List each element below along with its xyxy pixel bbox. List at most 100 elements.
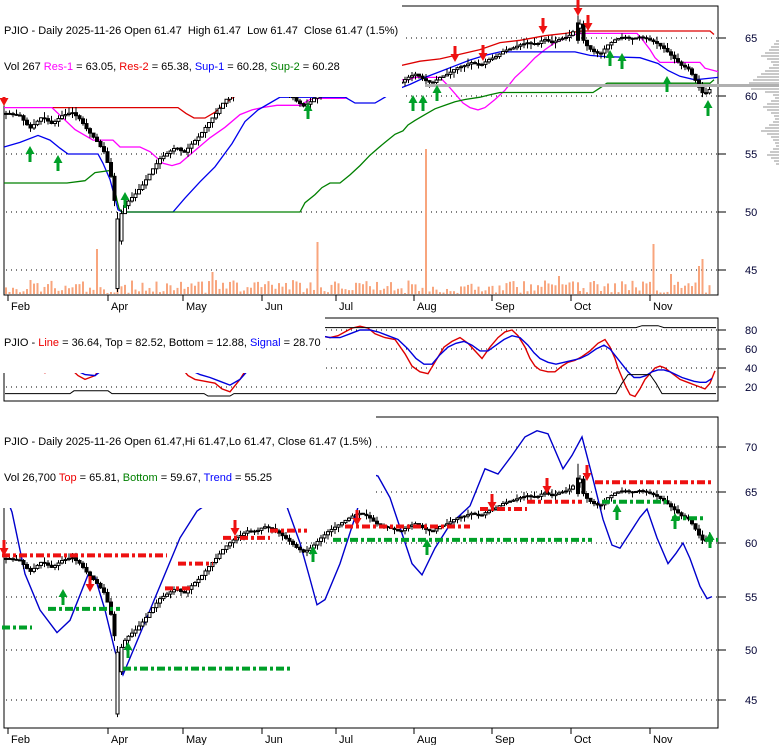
x-axis-label: Nov — [653, 734, 673, 745]
y-axis-label: 20 — [745, 382, 757, 394]
panel3-header: PJIO - Daily 2025-11-26 Open 61.47,Hi 61… — [2, 412, 376, 508]
y-axis-label: 50 — [745, 207, 757, 219]
y-axis-label: 50 — [745, 645, 757, 657]
buy-signal-arrow-icon — [703, 100, 713, 116]
buy-signal-arrow-icon — [53, 155, 63, 171]
buy-signal-arrow-icon — [25, 146, 35, 162]
indicator-label: = 55.25 — [231, 472, 273, 484]
x-axis-label: Aug — [417, 734, 437, 745]
sell-signal-arrow-icon — [583, 15, 593, 31]
indicator-label: Bottom — [122, 472, 158, 484]
sell-signal-arrow-icon — [0, 90, 9, 106]
sell-signal-arrow-icon — [487, 494, 497, 510]
x-axis-label: Feb — [11, 301, 30, 313]
y-axis-label: 60 — [745, 344, 757, 356]
x-axis-label: Oct — [574, 301, 591, 313]
panel2-title: PJIO - Line = 36.64, Top = 82.52, Bottom… — [4, 337, 321, 349]
indicator-label: Sup-1 — [194, 61, 225, 73]
x-axis-label: Jun — [265, 734, 283, 745]
secondary-signal-arrows — [0, 465, 715, 658]
y-axis-label: 65 — [745, 487, 757, 499]
panel1-header: PJIO - Daily 2025-11-26 Open 61.47 High … — [2, 1, 403, 97]
indicator-label: = 36.64, Top = 82.52, Bottom = 12.88, — [59, 337, 250, 349]
y-axis-label: 45 — [745, 695, 757, 707]
x-axis-label: Jul — [339, 301, 353, 313]
x-axis-label: Jun — [265, 301, 283, 313]
sell-signal-arrow-icon — [478, 45, 488, 61]
indicator-label: Res-2 — [119, 61, 149, 73]
indicator-label: Res-1 — [43, 61, 74, 73]
buy-signal-arrow-icon — [418, 95, 428, 111]
x-axis-label: May — [186, 301, 207, 313]
indicator-label: PJIO - — [4, 337, 39, 349]
x-axis-label: May — [186, 734, 207, 745]
indicator-label: = 65.38, — [148, 61, 195, 73]
sell-signal-arrow-icon — [352, 510, 362, 526]
buy-signal-arrow-icon — [705, 532, 715, 548]
indicator-label: = 59.67, — [157, 472, 204, 484]
panel2-header: PJIO - Line = 36.64, Top = 82.52, Bottom… — [2, 313, 325, 373]
x-axis-label: Apr — [111, 301, 128, 313]
buy-signal-arrow-icon — [662, 76, 672, 92]
indicator-label: = 28.70 — [280, 337, 321, 349]
panel3-indicator-values: Vol 26,700 Top = 65.81, Bottom = 59.67, … — [4, 472, 372, 484]
indicator-label: = 63.05, — [73, 61, 120, 73]
buy-signal-arrow-icon — [432, 85, 442, 101]
y-axis-label: 60 — [745, 538, 757, 550]
buy-signal-arrow-icon — [120, 192, 130, 208]
volume-bars — [5, 149, 711, 294]
x-axis-label: Feb — [11, 734, 30, 745]
panel3-title: PJIO - Daily 2025-11-26 Open 61.47,Hi 61… — [4, 436, 372, 448]
indicator-label: = 60.28, — [224, 61, 271, 73]
secondary-candles — [4, 463, 712, 718]
x-axis-label: Sep — [495, 301, 515, 313]
sell-signal-arrow-icon — [0, 540, 9, 556]
y-axis-label: 80 — [745, 325, 757, 337]
main-signal-arrows — [0, 0, 713, 208]
volume-profile — [425, 40, 779, 165]
indicator-label: Top — [58, 472, 77, 484]
x-axis-label: Apr — [111, 734, 128, 745]
y-axis-label: 60 — [745, 91, 757, 103]
x-axis-label: Nov — [653, 301, 673, 313]
buy-signal-arrow-icon — [408, 95, 418, 111]
y-axis-label: 55 — [745, 592, 757, 604]
y-axis-label: 45 — [745, 265, 757, 277]
indicator-label: Trend — [203, 472, 232, 484]
buy-signal-arrow-icon — [670, 513, 680, 529]
sell-signal-arrow-icon — [542, 478, 552, 494]
indicator-label: Line — [38, 337, 60, 349]
panel1-indicator-values: Vol 267 Res-1 = 63.05, Res-2 = 65.38, Su… — [4, 61, 398, 73]
x-axis-label: Oct — [574, 734, 591, 745]
sell-signal-arrow-icon — [230, 520, 240, 536]
sell-signal-arrow-icon — [85, 576, 95, 592]
indicator-label: Sup-2 — [270, 61, 300, 73]
buy-signal-arrow-icon — [617, 53, 627, 69]
buy-signal-arrow-icon — [612, 504, 622, 520]
indicator-label: = 60.28 — [299, 61, 340, 73]
indicator-label: Vol 26,700 — [4, 472, 59, 484]
buy-signal-arrow-icon — [605, 50, 615, 66]
indicator-label: = 65.81, — [76, 472, 123, 484]
stop-level-segments — [2, 480, 718, 671]
sell-signal-arrow-icon — [450, 46, 460, 62]
sell-signal-arrow-icon — [582, 465, 592, 481]
buy-signal-arrow-icon — [58, 589, 68, 605]
y-axis-label: 55 — [745, 149, 757, 161]
sell-signal-arrow-icon — [573, 0, 583, 16]
buy-signal-arrow-icon — [422, 539, 432, 555]
x-axis-label: Sep — [495, 734, 515, 745]
y-axis-label: 65 — [745, 33, 757, 45]
indicator-label: Signal — [249, 337, 281, 349]
buy-signal-arrow-icon — [308, 546, 318, 562]
indicator-label: Vol 267 — [4, 61, 44, 73]
buy-signal-arrow-icon — [303, 103, 313, 119]
sell-signal-arrow-icon — [538, 18, 548, 34]
y-axis-label: 40 — [745, 363, 757, 375]
main-axes: Feb Apr May Jun Jul Aug Sep Oct Nov 65 60 55 50 45 — [7, 33, 757, 313]
buy-signal-arrow-icon — [123, 642, 133, 658]
x-axis-label: Jul — [339, 734, 353, 745]
x-axis-label: Aug — [417, 301, 437, 313]
secondary-axes: Feb Apr May Jun Jul Aug Sep Oct Nov 70 65 60 55 50 45 — [7, 442, 757, 745]
